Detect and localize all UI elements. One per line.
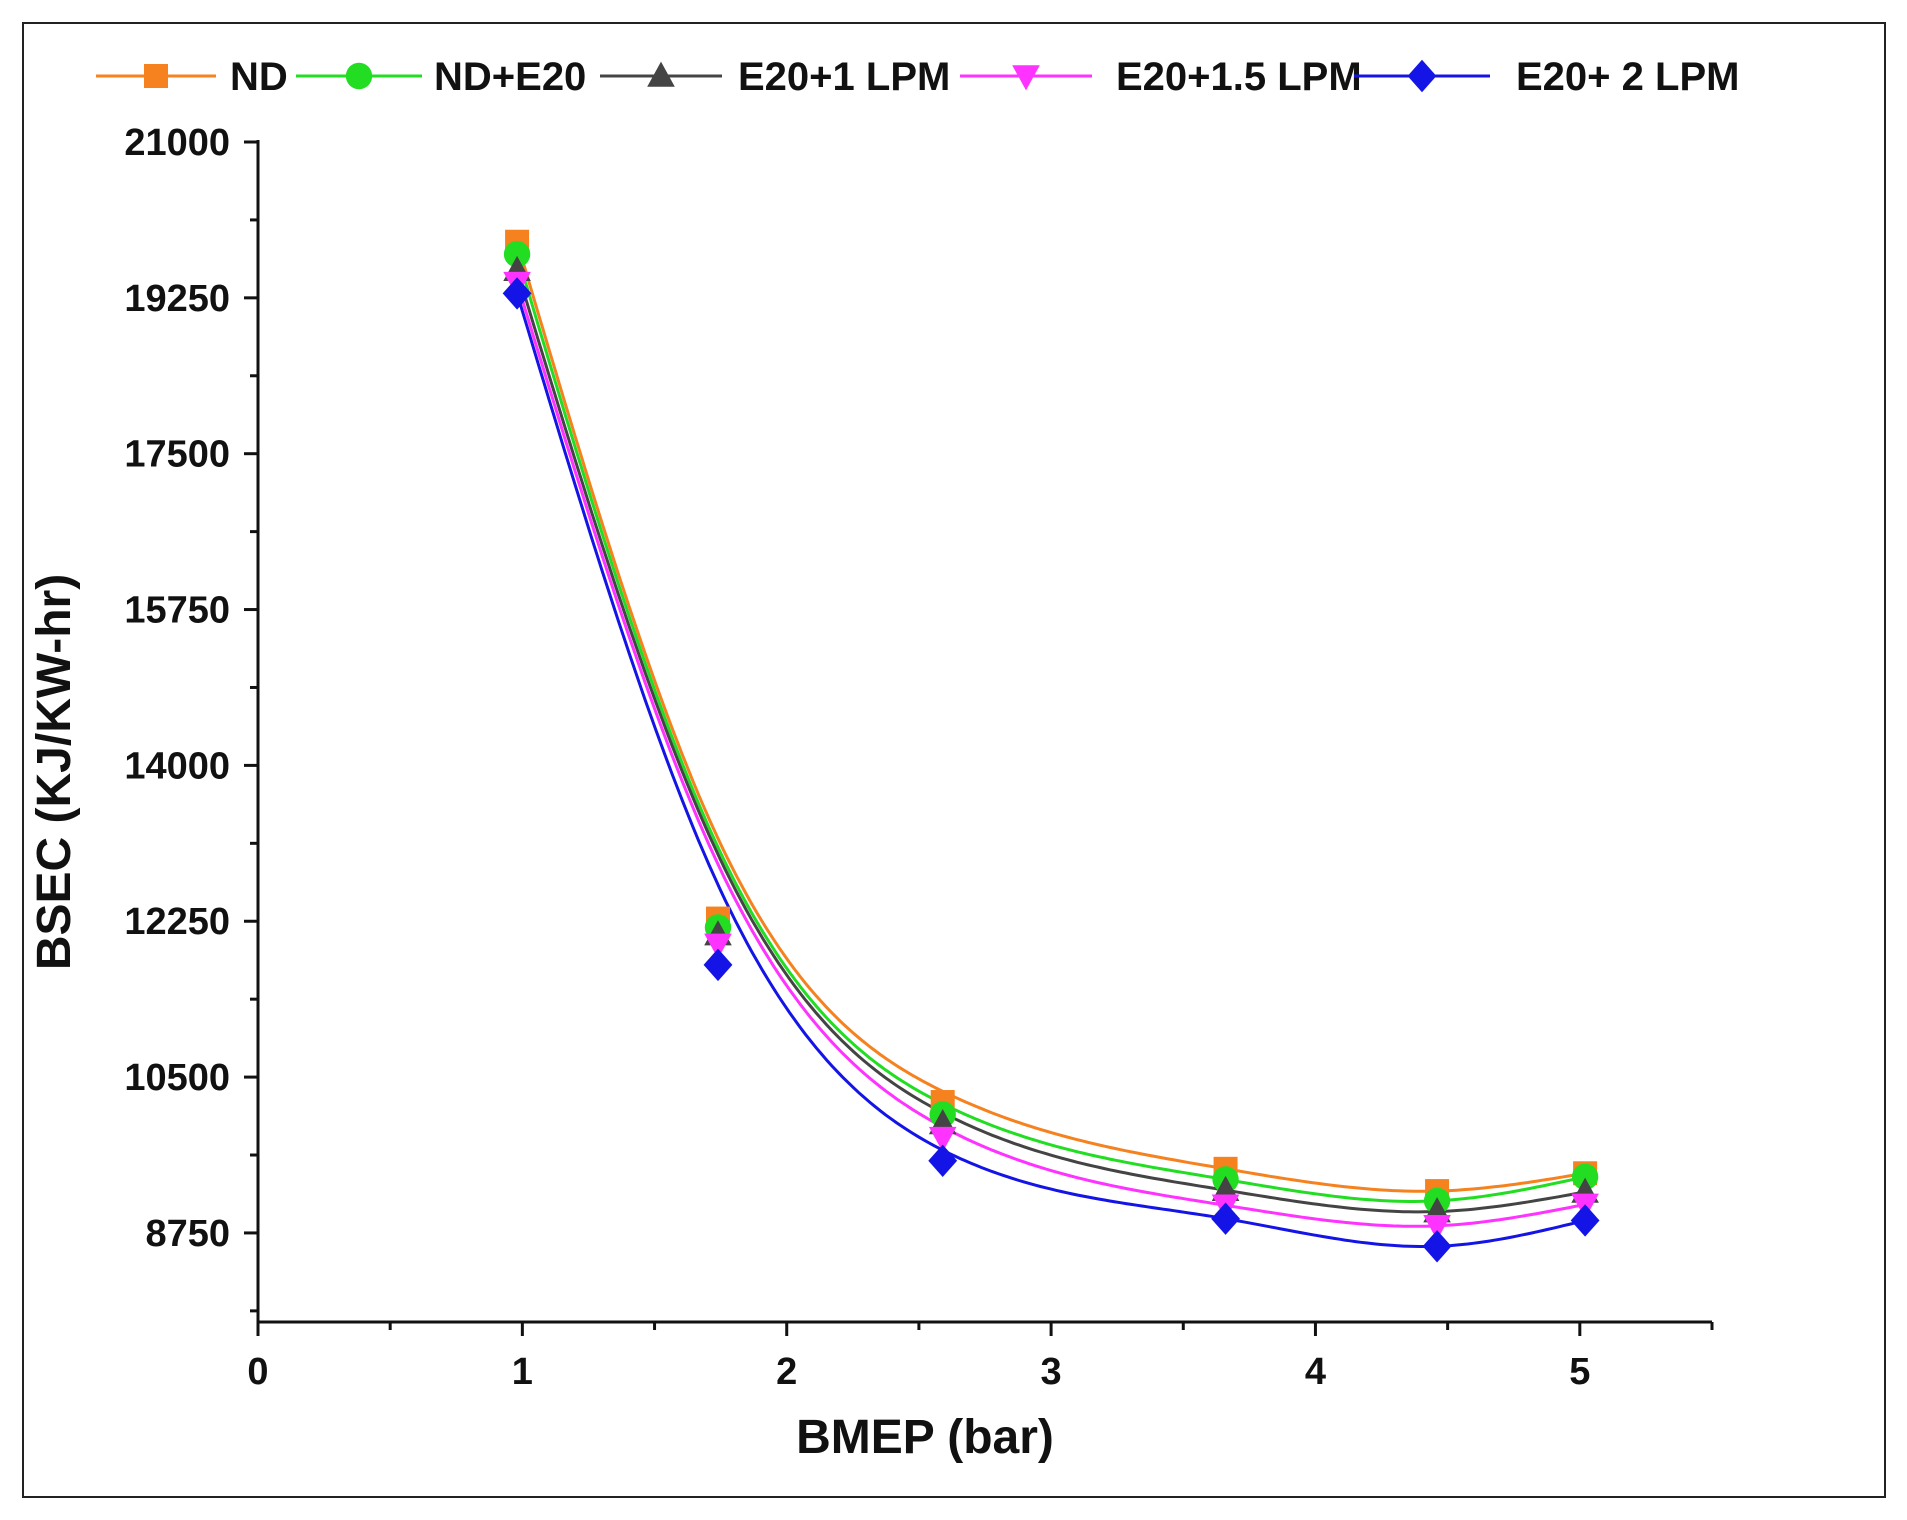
data-point [503,241,531,268]
data-point [1570,1204,1600,1237]
x-tick-label: 5 [1569,1351,1590,1393]
legend-marker [345,62,373,90]
fit-curves [515,241,1586,1248]
legend-label: E20+1 LPM [738,55,950,99]
data-point [1423,1215,1451,1241]
y-tick-label: 19250 [124,278,230,320]
data-point [1422,1230,1452,1263]
fit-curve-4 [515,292,1586,1248]
legend-marker [1012,65,1040,91]
legend-marker [144,64,168,88]
y-tick-label: 21000 [124,122,230,164]
fit-curve-1 [515,253,1586,1203]
x-tick-label: 2 [776,1351,797,1393]
y-tick-label: 12250 [124,901,230,943]
data-point [1571,1163,1599,1191]
data-point [928,1144,958,1178]
x-tick-label: 1 [512,1351,533,1393]
data-point [928,1126,957,1153]
x-tick-label: 4 [1305,1351,1326,1393]
x-axis-title: BMEP (bar) [796,1411,1054,1464]
data-point [703,948,733,982]
legend-label: ND [230,55,288,99]
legend-marker [1407,59,1437,93]
legend-marker [647,61,675,87]
chart-frame [22,22,1886,1498]
data-point [1211,1202,1240,1235]
y-tick-label: 14000 [124,745,230,787]
legend-label: E20+ 2 LPM [1516,55,1739,99]
axes: 8750 10500 12250 14000 15750 17500 19250 21000 0… [124,122,1714,1393]
data-point [502,277,532,310]
data-point [704,933,732,959]
legend-label: ND+E20 [434,55,586,99]
y-tick-label: 10500 [124,1057,230,1099]
y-tick-label: 17500 [124,434,230,476]
y-axis-title: BSEC (KJ/KW-hr) [28,574,81,970]
fit-curve-3 [515,282,1586,1228]
y-tick-label: 15750 [124,590,230,632]
data-points [502,229,1600,1263]
x-tick-label: 0 [247,1351,268,1393]
x-tick-label: 3 [1041,1351,1062,1393]
y-tick-label: 8750 [145,1213,230,1255]
fit-curve-0 [515,241,1586,1193]
legend-label: E20+1.5 LPM [1116,55,1362,99]
legend: ND ND+E20 E20+1 LPM E20+1.5 LPM E20+ 2 LPM [96,55,1739,99]
fit-curve-2 [515,269,1586,1214]
